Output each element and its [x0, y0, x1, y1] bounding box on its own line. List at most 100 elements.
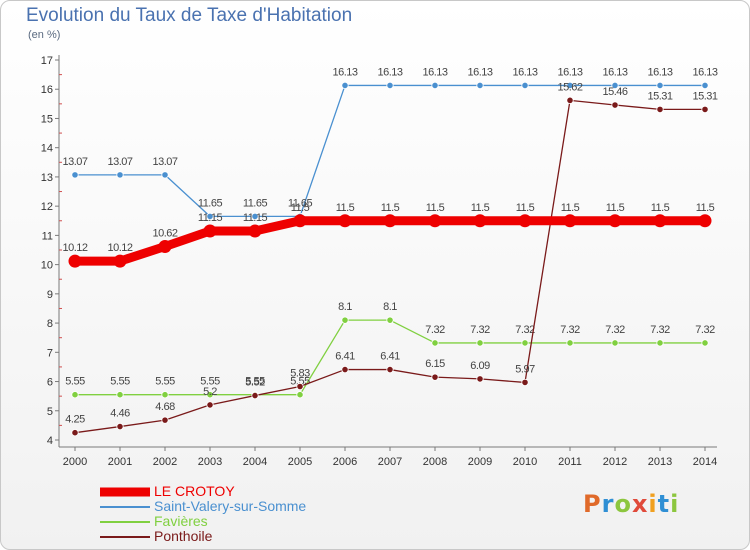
legend-label: Favières — [154, 513, 208, 529]
data-label-ponthoile: 15.46 — [602, 86, 627, 98]
y-tick-label: 14 — [41, 143, 53, 155]
data-label-favi-res: 7.32 — [695, 324, 715, 336]
point-ponthoile — [521, 378, 529, 387]
logo-letter: i — [670, 490, 680, 518]
y-tick-label: 6 — [47, 377, 53, 389]
x-tick-label: 2004 — [243, 456, 267, 468]
y-tick-label: 5 — [47, 406, 53, 418]
point-le-crotoy — [473, 214, 487, 228]
legend-swatch — [100, 487, 150, 496]
data-label-ponthoile: 6.09 — [470, 360, 490, 372]
chart-title: Evolution du Taux de Taxe d'Habitation — [26, 5, 353, 26]
logo-letter: t — [657, 490, 671, 518]
data-label-saint-valery-sur-somme: 11.65 — [288, 197, 313, 209]
data-label-saint-valery-sur-somme: 16.13 — [467, 66, 492, 78]
point-saint-valery-sur-somme — [701, 81, 709, 90]
data-label-ponthoile: 4.46 — [110, 408, 130, 420]
data-label-favi-res: 8.1 — [383, 301, 397, 313]
point-le-crotoy — [68, 254, 82, 268]
logo-letter: P — [583, 490, 602, 518]
data-label-ponthoile: 5.97 — [515, 363, 535, 375]
point-ponthoile — [611, 101, 619, 109]
point-le-crotoy — [113, 254, 127, 268]
data-label-saint-valery-sur-somme: 16.13 — [557, 66, 582, 78]
point-favi-res — [296, 391, 304, 399]
data-label-saint-valery-sur-somme: 16.13 — [377, 66, 402, 78]
data-label-favi-res: 5.55 — [155, 376, 175, 388]
data-label-favi-res: 8.1 — [338, 301, 352, 313]
x-tick-label: 2009 — [468, 456, 492, 468]
x-tick-label: 2013 — [648, 456, 672, 468]
point-favi-res — [611, 339, 619, 347]
y-tick-label: 13 — [41, 172, 53, 184]
point-le-crotoy — [698, 214, 712, 228]
data-label-le-crotoy: 11.5 — [561, 202, 580, 214]
y-tick-label: 7 — [47, 347, 53, 359]
chart-legend: LE CROTOY Saint-Valery-sur-Somme Favières P… — [100, 484, 360, 544]
point-saint-valery-sur-somme — [566, 81, 574, 90]
unit-label: (en %) — [28, 29, 61, 41]
point-favi-res — [476, 339, 484, 347]
data-label-favi-res: 7.32 — [515, 324, 535, 336]
point-ponthoile — [431, 373, 439, 381]
data-label-le-crotoy: 11.15 — [243, 212, 268, 224]
point-favi-res — [206, 391, 214, 399]
data-label-le-crotoy: 11.5 — [381, 202, 400, 214]
point-le-crotoy — [158, 239, 172, 253]
point-ponthoile — [386, 365, 394, 374]
data-label-ponthoile: 15.31 — [692, 90, 717, 102]
point-le-crotoy — [338, 214, 352, 228]
point-ponthoile — [116, 422, 124, 431]
point-le-crotoy — [653, 214, 667, 228]
point-favi-res — [386, 316, 394, 324]
data-label-saint-valery-sur-somme: 16.13 — [692, 66, 717, 78]
y-tick-label: 8 — [47, 318, 53, 330]
data-label-le-crotoy: 11.5 — [516, 202, 535, 214]
data-label-saint-valery-sur-somme: 16.13 — [422, 66, 447, 78]
data-label-favi-res: 5.55 — [65, 376, 85, 388]
point-favi-res — [116, 391, 124, 399]
legend-item-ponthoile: Ponthoile — [100, 529, 360, 544]
data-label-favi-res: 7.32 — [650, 324, 670, 336]
point-saint-valery-sur-somme — [341, 81, 349, 90]
data-label-favi-res: 7.32 — [470, 324, 490, 336]
y-tick-label: 4 — [47, 435, 53, 447]
data-label-favi-res: 7.32 — [425, 324, 445, 336]
y-tick-label: 12 — [41, 201, 53, 213]
data-label-favi-res: 5.55 — [110, 376, 130, 388]
logo-letter: r — [601, 490, 615, 518]
point-ponthoile — [251, 391, 259, 400]
data-label-saint-valery-sur-somme: 11.65 — [243, 197, 268, 209]
legend-label: LE CROTOY — [154, 483, 235, 499]
legend-item-favi-res: Favières — [100, 514, 360, 529]
data-label-ponthoile: 5.83 — [290, 368, 310, 380]
data-label-favi-res: 7.32 — [605, 324, 625, 336]
point-favi-res — [566, 339, 574, 347]
data-label-saint-valery-sur-somme: 13.07 — [152, 156, 177, 168]
data-label-le-crotoy: 11.15 — [198, 212, 223, 224]
y-tick-label: 10 — [41, 260, 53, 272]
point-favi-res — [656, 339, 664, 347]
legend-item-saint-valery-sur-somme: Saint-Valery-sur-Somme — [100, 499, 360, 514]
data-label-ponthoile: 6.41 — [335, 351, 355, 363]
data-label-favi-res: 7.32 — [560, 324, 580, 336]
data-label-ponthoile: 4.68 — [155, 401, 175, 413]
data-label-le-crotoy: 11.5 — [606, 202, 625, 214]
data-label-ponthoile: 6.15 — [425, 358, 445, 370]
x-tick-label: 2008 — [423, 456, 447, 468]
data-label-ponthoile: 15.62 — [557, 81, 582, 93]
x-tick-label: 2007 — [378, 456, 402, 468]
data-label-le-crotoy: 11.5 — [471, 202, 490, 214]
data-label-saint-valery-sur-somme: 16.13 — [512, 66, 537, 78]
point-favi-res — [521, 339, 529, 347]
point-favi-res — [71, 391, 79, 399]
legend-label: Ponthoile — [154, 528, 213, 544]
x-tick-label: 2000 — [63, 456, 87, 468]
y-tick-label: 17 — [41, 55, 53, 67]
data-label-le-crotoy: 10.12 — [107, 242, 132, 254]
data-label-le-crotoy: 11.5 — [696, 202, 715, 214]
logo-letter: i — [648, 490, 658, 518]
proxiti-logo: Proxiti — [583, 490, 679, 518]
